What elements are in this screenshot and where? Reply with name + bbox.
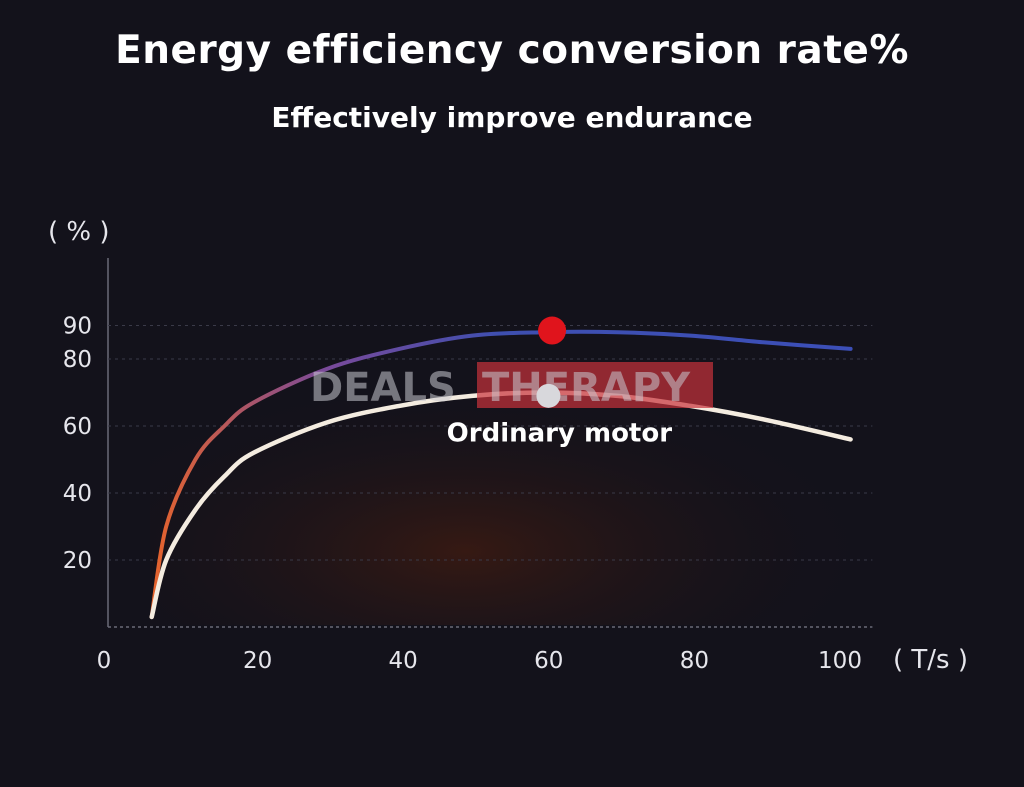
watermark: DEALS THERAPY bbox=[310, 362, 713, 411]
series-marker-highlight bbox=[538, 316, 567, 345]
annotation-label-0: Ordinary motor bbox=[447, 419, 673, 449]
y-tick-label-90: 90 bbox=[63, 314, 92, 340]
y-tick-label-60: 60 bbox=[63, 414, 92, 440]
series-marker-ordinary-motor bbox=[536, 383, 561, 408]
y-tick-label-20: 20 bbox=[63, 548, 92, 574]
chart-subtitle: Effectively improve endurance bbox=[271, 101, 753, 134]
x-axis-label: ( T/s ) bbox=[893, 645, 968, 675]
x-tick-label-0: 0 bbox=[97, 648, 112, 674]
x-tick-label-60: 60 bbox=[534, 648, 563, 674]
watermark-box bbox=[477, 362, 713, 408]
x-tick-label-100: 100 bbox=[818, 648, 862, 674]
series-line-highlight bbox=[149, 329, 853, 619]
x-tick-label-40: 40 bbox=[389, 648, 418, 674]
chart-title: Energy efficiency conversion rate% bbox=[115, 28, 909, 73]
watermark-right-text: THERAPY bbox=[482, 365, 691, 411]
y-axis-label: ( % ) bbox=[48, 217, 110, 247]
y-tick-label-80: 80 bbox=[63, 347, 92, 373]
x-tick-label-20: 20 bbox=[243, 648, 272, 674]
x-tick-label-80: 80 bbox=[680, 648, 709, 674]
y-tick-label-40: 40 bbox=[63, 481, 92, 507]
watermark-left-text: DEALS bbox=[310, 365, 456, 411]
